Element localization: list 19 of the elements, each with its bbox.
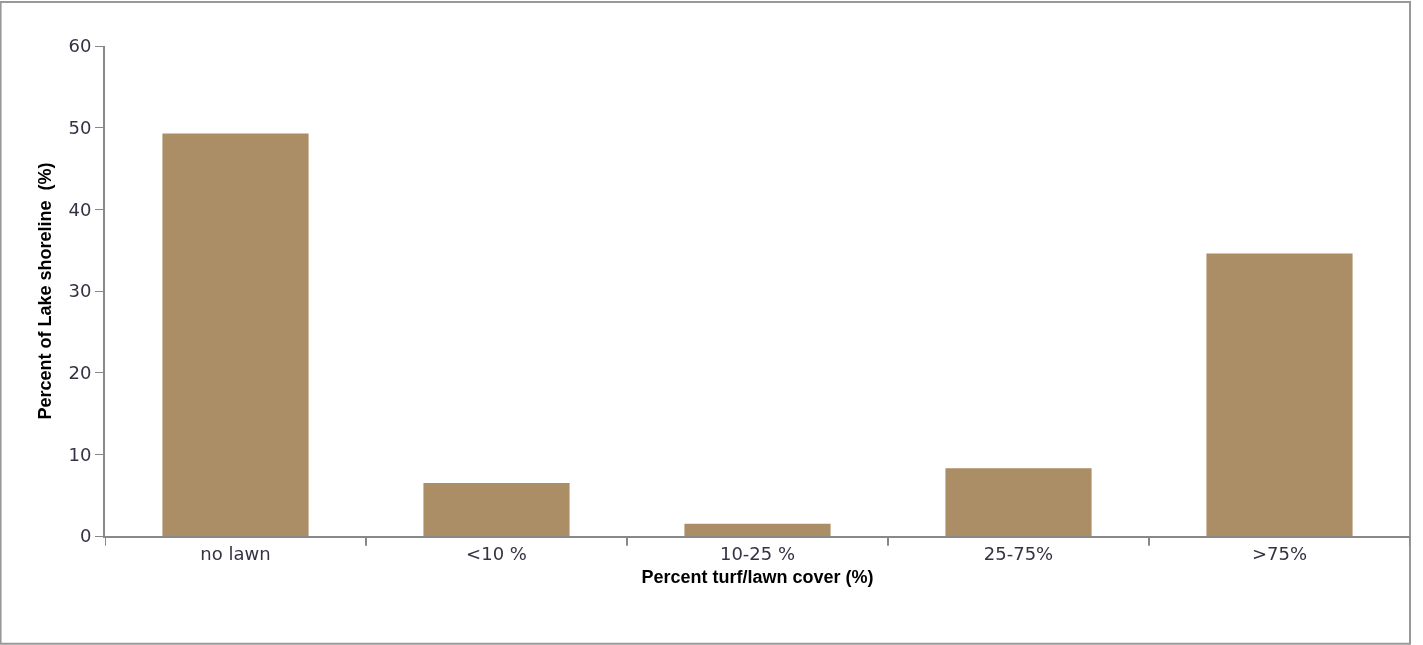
x-tick-label: >75% [1251,542,1308,564]
y-tick-label: 0 [79,525,92,547]
x-tick-label: <10 % [466,542,527,564]
y-axis-title: Percent of Lake shoreline (%) [35,162,56,420]
y-tick-label: 30 [68,280,92,302]
bar [423,482,570,536]
y-tick-label: 60 [68,35,92,57]
bar [1206,253,1353,536]
x-axis-title: Percent turf/lawn cover (%) [641,567,874,588]
y-tick-label: 40 [68,198,92,220]
y-tick-label: 20 [68,361,92,383]
x-tick-label: no lawn [200,542,271,564]
y-tick-label: 50 [68,116,92,138]
x-tick-label: 10-25 % [719,542,796,564]
bar [945,468,1092,536]
bar [162,133,309,536]
x-tick-label: 25-75% [983,542,1054,564]
y-tick-label: 10 [68,443,92,465]
bar [684,523,831,536]
